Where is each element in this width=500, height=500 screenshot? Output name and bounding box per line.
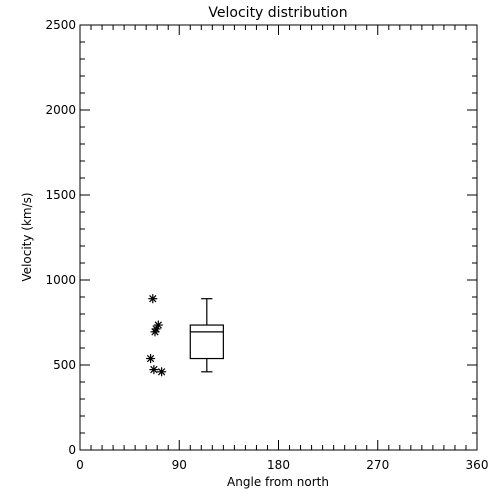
y-tick-label: 1500 [45,188,76,202]
data-point [149,365,159,375]
x-tick-label: 0 [76,458,84,472]
chart-title: Velocity distribution [208,5,347,21]
x-tick-label: 90 [172,458,187,472]
scatter-points [146,294,167,377]
y-tick-label: 2500 [45,18,76,32]
y-tick-label: 500 [53,358,76,372]
y-axis-label: Velocity (km/s) [20,192,34,281]
x-axis: 0 90 180 270 360 [76,25,488,472]
y-tick-label: 1000 [45,273,76,287]
y-tick-label: 0 [68,443,76,457]
box-iqr [189,324,224,360]
data-point [157,367,167,377]
x-tick-label: 180 [267,458,290,472]
data-point [146,354,156,364]
plot-frame [79,24,478,451]
y-axis: 0 500 1000 1500 2000 2500 [45,18,477,457]
y-tick-label: 2000 [45,103,76,117]
data-point [148,294,158,304]
x-tick-label: 270 [366,458,389,472]
x-tick-label: 360 [466,458,489,472]
data-point [150,327,160,337]
box-plot [189,298,224,373]
x-axis-label: Angle from north [227,475,329,489]
